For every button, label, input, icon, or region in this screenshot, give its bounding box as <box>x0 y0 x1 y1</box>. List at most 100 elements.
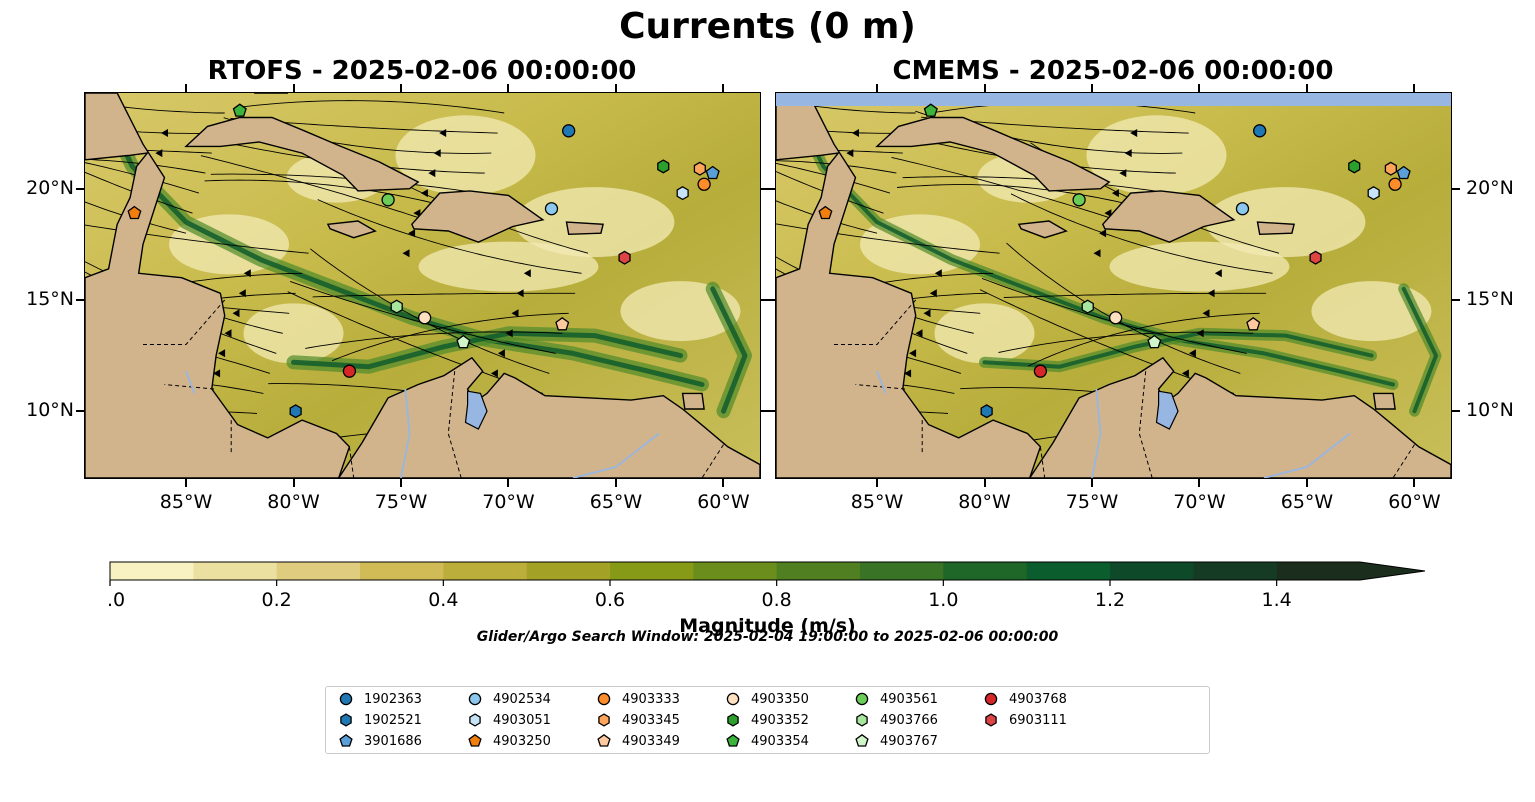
colorbar-tick-label: 1.0 <box>928 589 958 611</box>
legend-item: 4903349 <box>596 733 680 749</box>
lon-tick-label: 85°W <box>159 491 213 513</box>
legend-label: 4903354 <box>751 733 809 749</box>
float-marker-4903354 <box>232 103 247 117</box>
float-marker-4903250 <box>127 205 142 220</box>
rivers <box>876 370 1351 478</box>
float-marker-6903111 <box>1309 250 1322 265</box>
legend-item: 4903250 <box>467 733 551 749</box>
lat-tick-label: 15°N <box>1466 287 1514 310</box>
streamline-arrow <box>218 349 226 358</box>
colorbar-bin <box>1276 562 1361 580</box>
legend-marker-pentagon <box>339 733 353 747</box>
legend-item: 4903051 <box>467 712 551 728</box>
streamline-arrow <box>934 269 942 278</box>
legend-marker-circle <box>726 692 740 706</box>
streamline-arrow <box>1202 309 1210 318</box>
float-marker-4903767 <box>1147 334 1162 349</box>
streamline-arrow <box>909 349 917 358</box>
lon-tick-label: 60°W <box>697 491 750 513</box>
no-data-band <box>776 93 1451 106</box>
lon-tick-mark-top <box>1413 84 1416 92</box>
lon-tick-mark <box>1305 479 1308 487</box>
streamline-arrow <box>915 329 923 338</box>
legend-label: 3901686 <box>364 733 422 749</box>
streamline-arrow <box>402 249 410 258</box>
legend-label: 1902363 <box>364 691 422 707</box>
lon-tick-mark <box>876 479 879 487</box>
streamline-arrow <box>852 129 859 137</box>
colorbar-bin <box>943 562 1028 580</box>
legend-label: 1902521 <box>364 712 422 728</box>
map-panel-rtofs <box>84 92 761 479</box>
float-marker-4902534 <box>1235 202 1250 216</box>
legend-label: 6903111 <box>1009 712 1067 728</box>
float-marker-1902363 <box>562 124 576 138</box>
lon-tick-mark-top <box>614 84 617 92</box>
legend-label: 4903250 <box>493 733 551 749</box>
lat-tick-label: 10°N <box>26 399 74 422</box>
lake-maracaibo <box>464 390 488 430</box>
streamline-arrow <box>408 229 416 238</box>
float-marker-4903354 <box>923 103 938 117</box>
figure-title: Currents (0 m) <box>619 6 916 47</box>
legend-item: 1902521 <box>338 712 422 728</box>
colorbar-tick-label: 0.8 <box>762 589 792 611</box>
lat-tick-mark-right <box>1452 298 1460 301</box>
streamline-arrow <box>243 269 251 278</box>
streamline-arrow <box>1124 149 1132 158</box>
colorbar-bin <box>276 562 361 580</box>
float-marker-4903345 <box>1384 161 1397 176</box>
legend-label: 4903349 <box>622 733 680 749</box>
streamline-arrow <box>929 289 937 298</box>
lon-tick-label: 85°W <box>850 491 904 513</box>
lon-tick-label: 80°W <box>267 491 320 513</box>
float-marker-4903345 <box>693 161 706 176</box>
legend-marker-circle <box>597 692 611 706</box>
streamline-arrow <box>1104 209 1112 218</box>
streamline-arrow <box>846 149 854 158</box>
lon-tick-mark <box>1198 479 1201 487</box>
map-canvas <box>776 93 1451 478</box>
lon-tick-mark <box>185 479 188 487</box>
streamline-arrow <box>224 329 232 338</box>
legend-label: 4903350 <box>751 691 809 707</box>
legend-marker-hexagon <box>598 713 610 727</box>
legend-item: 4903354 <box>725 733 809 749</box>
float-marker-4903767 <box>456 334 471 349</box>
map-panel-cmems <box>775 92 1452 479</box>
legend-item: 4903352 <box>725 712 809 728</box>
colorbar-bin <box>1110 562 1194 580</box>
colorbar-tick-label: 0.4 <box>428 589 458 611</box>
lat-tick-mark-right <box>1452 187 1460 190</box>
lon-tick-label: 70°W <box>1173 491 1226 513</box>
streamline-arrow <box>413 209 421 218</box>
streamline-arrow <box>433 149 441 158</box>
streamline-arrow <box>523 269 531 278</box>
colorbar-tick-label: 0.0 <box>108 589 125 611</box>
lake-maracaibo <box>1155 390 1179 430</box>
lon-tick-mark-top <box>185 84 188 92</box>
colorbar-tick-label: 0.6 <box>595 589 625 611</box>
streamline-arrow <box>1130 129 1138 137</box>
streamline-arrow <box>439 129 447 137</box>
colorbar-extend-arrow <box>1360 562 1425 580</box>
float-marker-4903051 <box>1367 186 1380 201</box>
legend-marker-hexagon <box>340 713 352 727</box>
legend-label: 4903561 <box>880 691 938 707</box>
streamline-arrow <box>497 349 505 358</box>
float-marker-4903349 <box>1246 316 1261 331</box>
lat-tick-label: 10°N <box>1466 399 1514 422</box>
float-marker-4903051 <box>676 186 689 201</box>
colorbar-bin <box>1193 562 1278 580</box>
float-marker-4903561 <box>381 193 395 207</box>
lon-tick-mark-top <box>400 84 402 92</box>
streamline-arrow <box>904 369 912 378</box>
lon-tick-mark <box>1091 479 1093 487</box>
lon-tick-mark <box>722 479 725 487</box>
lon-tick-mark <box>1413 479 1416 487</box>
colorbar-label: Magnitude (m/s) <box>679 615 856 637</box>
colorbar-bin <box>610 562 694 580</box>
colorbar: 0.0 0.2 0.4 0.6 0.8 1.0 1.2 1.4 <box>95 560 1427 624</box>
legend-item: 1902363 <box>338 691 422 707</box>
float-marker-4903352 <box>657 159 670 174</box>
